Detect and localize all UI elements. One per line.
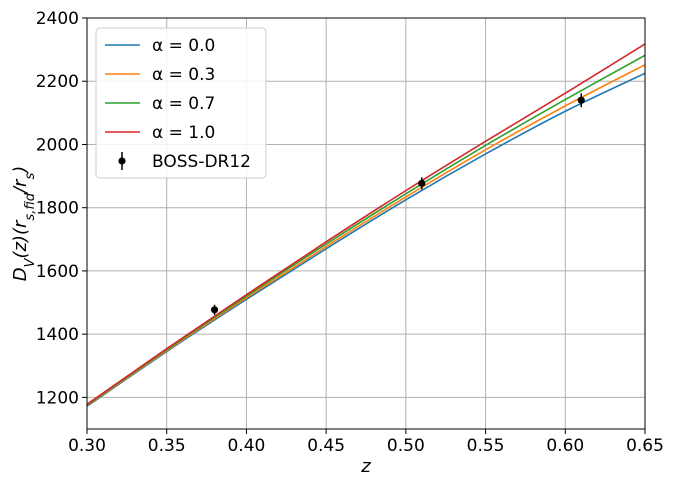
x-tick-label: 0.35	[148, 436, 186, 456]
x-tick-label: 0.50	[387, 436, 425, 456]
series-lines	[86, 43, 646, 407]
series-line-1	[86, 64, 646, 407]
legend-label: α = 1.0	[152, 123, 215, 143]
x-tick-label: 0.30	[68, 436, 106, 456]
x-tick-label: 0.55	[467, 436, 505, 456]
x-tick-label: 0.60	[546, 436, 584, 456]
series-line-3	[86, 43, 646, 405]
x-tick-label: 0.65	[626, 436, 664, 456]
y-tick-label: 1600	[36, 262, 79, 282]
y-tick-label: 1800	[36, 199, 79, 219]
data-point	[210, 306, 219, 314]
observation-points	[210, 93, 585, 315]
legend-label: α = 0.7	[152, 94, 215, 114]
y-tick-label: 1200	[36, 388, 79, 408]
legend-box	[95, 27, 267, 179]
data-point	[418, 179, 426, 187]
y-tick-label: 2000	[36, 135, 79, 155]
x-tick-label: 0.45	[307, 436, 345, 456]
legend-label: BOSS-DR12	[152, 152, 251, 172]
y-tick-label: 2200	[36, 72, 79, 92]
y-tick-label: 1400	[36, 325, 79, 345]
axis-ticks: 0.30 0.35 0.40 0.45 0.50 0.55 0.60 0.65 1200 1400…	[36, 9, 664, 456]
legend-marker	[118, 157, 126, 165]
legend: α = 0.0 α = 0.3 α = 0.7 α = 1.0 BOSS-DR12	[95, 27, 267, 179]
series-line-0	[86, 72, 646, 407]
legend-label: α = 0.0	[152, 36, 215, 56]
x-tick-label: 0.40	[227, 436, 265, 456]
grid	[86, 17, 646, 429]
plot-frame	[86, 17, 646, 430]
x-axis-label: z	[360, 456, 371, 477]
y-axis-label: DV(z)(rs,fid/rs)	[10, 166, 38, 282]
legend-label: α = 0.3	[152, 65, 215, 85]
y-tick-label: 2400	[36, 9, 79, 29]
data-point	[577, 96, 585, 104]
